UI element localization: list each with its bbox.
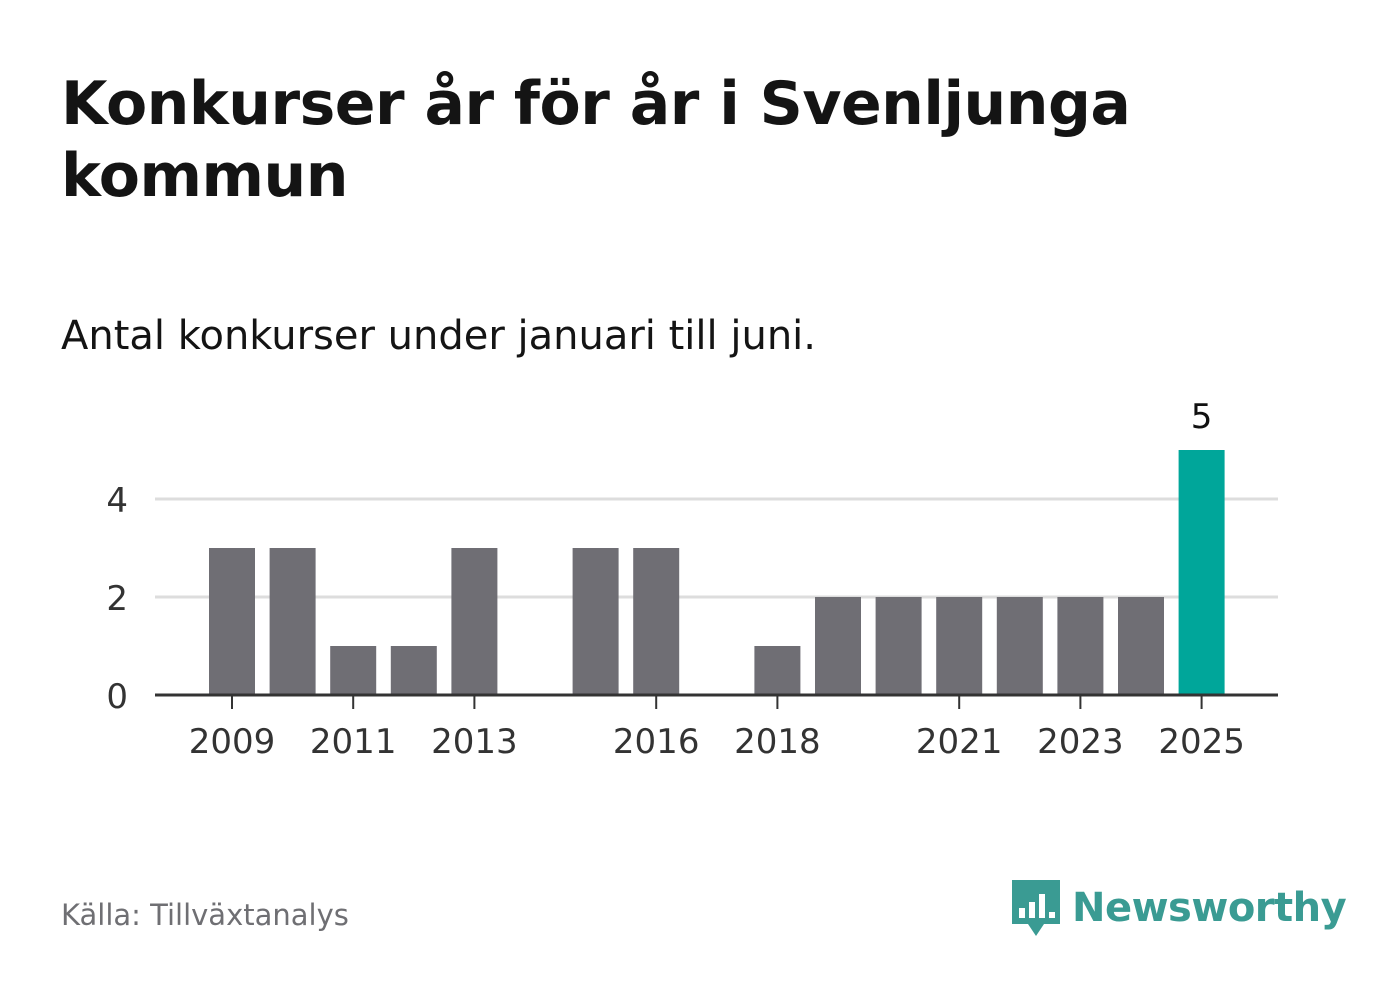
bars <box>209 450 1225 695</box>
labels: 0 2 4 2009 2011 2013 2016 2018 2021 2023 2025 5 <box>106 397 1245 762</box>
brand-name: Newsworthy <box>1072 885 1347 931</box>
data-label-2025: 5 <box>1191 397 1213 437</box>
bar-2013 <box>451 548 498 695</box>
x-tick-label-2016: 2016 <box>613 722 700 762</box>
x-tick-label-2009: 2009 <box>189 722 276 762</box>
bar-2016 <box>633 548 680 695</box>
bar-2012 <box>390 646 437 695</box>
bar-2021 <box>936 597 983 695</box>
y-tick-label-2: 2 <box>106 579 128 619</box>
bar-2019 <box>815 597 861 695</box>
chart-subtitle: Antal konkurser under januari till juni. <box>61 313 816 359</box>
bar-2018 <box>754 646 801 695</box>
x-tick-label-2023: 2023 <box>1037 722 1124 762</box>
x-tick-label-2021: 2021 <box>916 722 1003 762</box>
chart-title: Konkurser år för år i Svenljunga kommun <box>61 69 1131 211</box>
x-tick-label-2025: 2025 <box>1158 722 1245 762</box>
x-tick-label-2011: 2011 <box>310 722 397 762</box>
bar-2010 <box>269 548 316 695</box>
bar-2025 <box>1178 450 1225 695</box>
bar-2011 <box>330 646 377 695</box>
bar-2020 <box>875 597 922 695</box>
bar-2009 <box>209 548 255 695</box>
newsworthy-logo: Newsworthy <box>1010 878 1347 938</box>
bar-2023 <box>1057 597 1104 695</box>
axes <box>155 693 1278 709</box>
y-tick-label-4: 4 <box>106 481 128 521</box>
y-tick-label-0: 0 <box>106 677 128 717</box>
bar-chart: 0 2 4 2009 2011 2013 2016 2018 2021 2023 2025 5 <box>106 397 1278 762</box>
grid-lines <box>155 497 1278 599</box>
source-note: Källa: Tillväxtanalys <box>61 898 349 932</box>
bar-2015 <box>572 548 619 695</box>
x-tick-label-2013: 2013 <box>431 722 518 762</box>
newsworthy-bar-chart-icon <box>1012 880 1060 936</box>
bar-2022 <box>996 597 1043 695</box>
bar-2024 <box>1118 597 1164 695</box>
x-tick-label-2018: 2018 <box>734 722 821 762</box>
